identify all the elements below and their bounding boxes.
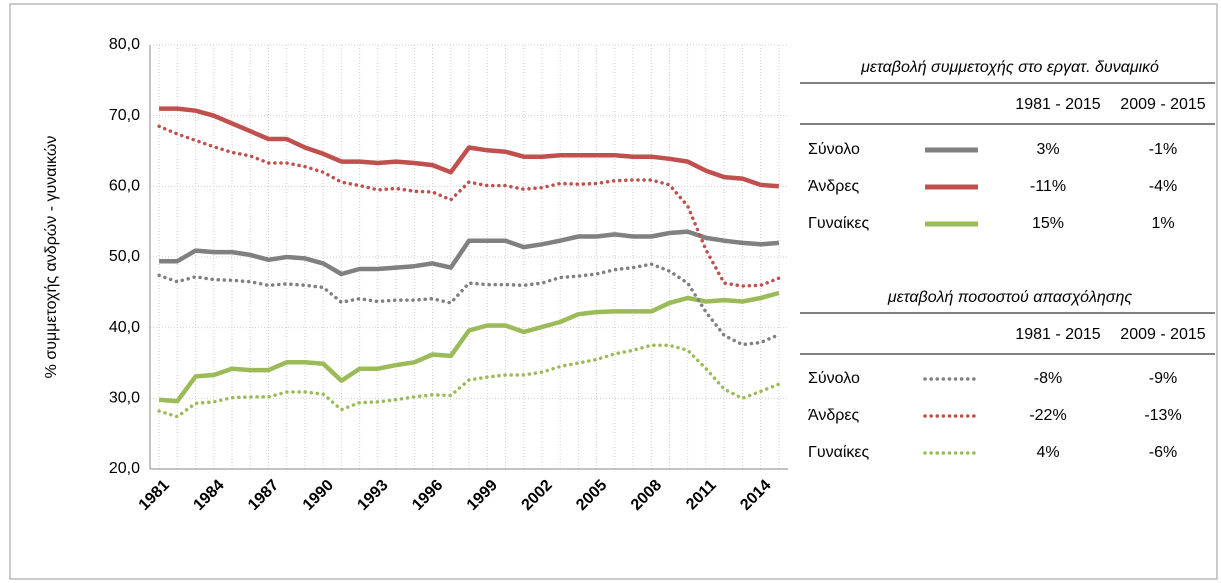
y-tick-label: 60,0 xyxy=(109,178,140,195)
table-cell: -9% xyxy=(1149,370,1177,387)
series-line xyxy=(157,124,781,288)
table-column-header: 2009 - 2015 xyxy=(1120,326,1206,343)
x-tick-label: 1984 xyxy=(190,477,227,514)
table-column-header: 1981 - 2015 xyxy=(1015,96,1101,113)
frame xyxy=(9,3,1218,580)
y-tick-label: 70,0 xyxy=(109,107,140,124)
table-column-header: 2009 - 2015 xyxy=(1120,96,1206,113)
x-tick-label: 1996 xyxy=(409,477,446,514)
x-tick-label: 2011 xyxy=(683,477,720,514)
table-cell: 15% xyxy=(1032,215,1064,232)
row-label: Άνδρες xyxy=(808,178,860,195)
table-cell: -11% xyxy=(1030,178,1066,195)
table-cell: 1% xyxy=(1151,215,1174,232)
table-column-header: 1981 - 2015 xyxy=(1015,326,1101,343)
table-cell: -6% xyxy=(1149,444,1177,461)
table-title: μεταβολή συμμετοχής στο εργατ. δυναμικό xyxy=(860,59,1159,76)
table-title: μεταβολή ποσοστού απασχόλησης xyxy=(887,289,1132,306)
x-tick-label: 1999 xyxy=(464,477,501,514)
table-cell: -4% xyxy=(1149,178,1177,195)
x-tick-label: 2014 xyxy=(737,477,774,514)
x-tick-label: 2002 xyxy=(519,477,556,514)
y-tick-label: 20,0 xyxy=(109,460,140,477)
x-tick-label: 2008 xyxy=(628,477,665,514)
x-tick-label: 1993 xyxy=(354,477,391,514)
x-tick-label: 1981 xyxy=(136,477,173,514)
table-cell: -1% xyxy=(1149,141,1177,158)
table-cell: 3% xyxy=(1036,141,1059,158)
x-tick-label: 1987 xyxy=(245,477,282,514)
x-tick-label: 1990 xyxy=(300,477,337,514)
row-label: Σύνολο xyxy=(808,141,860,158)
y-tick-label: 50,0 xyxy=(109,248,140,265)
row-label: Γυναίκες xyxy=(808,444,870,461)
y-tick-label: 40,0 xyxy=(109,319,140,336)
series-line xyxy=(157,343,781,419)
row-label: Άνδρες xyxy=(808,407,860,424)
table-cell: 4% xyxy=(1036,444,1059,461)
series-line xyxy=(159,229,780,277)
x-tick-label: 2005 xyxy=(573,477,610,514)
table-cell: -22% xyxy=(1029,407,1066,424)
series-line xyxy=(158,290,780,404)
y-axis-label: % συμμετοχής ανδρών - γυναικών xyxy=(43,136,60,379)
table-cell: -8% xyxy=(1034,370,1062,387)
row-label: Γυναίκες xyxy=(808,215,870,232)
table-cell: -13% xyxy=(1144,407,1181,424)
series-line xyxy=(159,106,780,189)
row-label: Σύνολο xyxy=(808,370,860,387)
y-tick-label: 30,0 xyxy=(109,390,140,407)
y-tick-label: 80,0 xyxy=(109,36,140,53)
